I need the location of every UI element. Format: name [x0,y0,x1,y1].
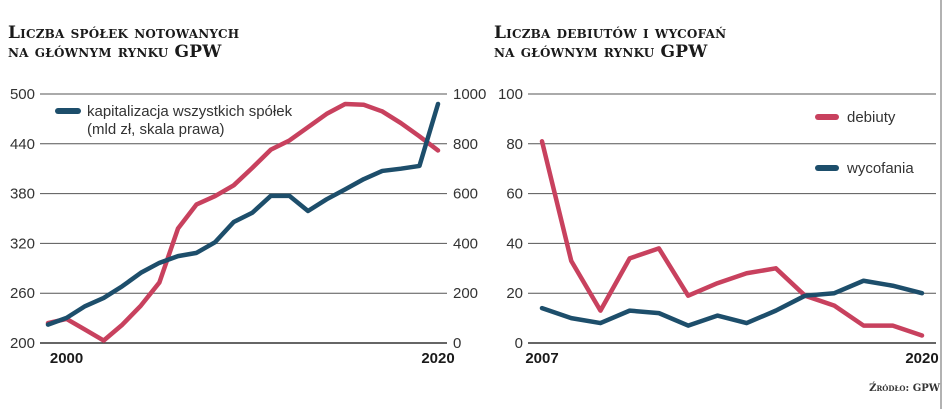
y-tick-label: 260 [10,285,35,302]
y-right-tick-label: 200 [453,285,478,302]
legend-label-wycofania: wycofania [846,160,914,177]
legend-label-debiuty: debiuty [847,109,896,126]
right-chart-title: Liczba debiutów i wycofań na głównym ryn… [494,24,726,62]
legend-label-line1: kapitalizacja wszystkich spółek [87,103,293,120]
right-title-line1: Liczba debiutów i wycofań [494,23,727,43]
x-tick-label: 2020 [421,350,454,367]
series-line-1 [539,278,925,328]
series-line-1 [45,101,441,327]
y-tick-label: 0 [515,335,523,352]
y-tick-label: 440 [10,136,35,153]
y-right-tick-label: 0 [453,335,461,352]
x-tick-label: 2000 [50,350,83,367]
x-tick-label: 2020 [905,350,938,367]
left-title-line1: Liczba spółek notowanych [8,23,240,43]
y-tick-label: 80 [506,136,523,153]
x-tick-label: 2007 [525,350,558,367]
left-legend: kapitalizacja wszystkich spółek (mld zł,… [55,103,293,138]
y-tick-label: 200 [10,335,35,352]
y-tick-label: 380 [10,186,35,203]
series-line-0 [45,101,441,343]
y-right-tick-label: 1000 [453,86,486,103]
right-legend: debiuty wycofania [815,109,914,177]
y-right-tick-label: 400 [453,235,478,252]
y-tick-label: 40 [506,235,523,252]
left-title-line2: na głównym rynku GPW [8,42,222,62]
y-tick-label: 20 [506,285,523,302]
legend-label-line2: (mld zł, skala prawa) [87,121,225,138]
y-tick-label: 60 [506,186,523,203]
source-note: Źródło: GPW [869,383,940,394]
y-tick-label: 500 [10,86,35,103]
left-chart-title: Liczba spółek notowanych na głównym rynk… [8,24,239,62]
y-right-tick-label: 800 [453,136,478,153]
right-title-line2: na głównym rynku GPW [494,42,708,62]
y-tick-label: 320 [10,235,35,252]
right-chart: 0 20 40 60 80 100 2007 2020 [498,86,939,367]
y-right-tick-label: 600 [453,186,478,203]
y-tick-label: 100 [498,86,523,103]
series-line-0 [539,139,925,338]
